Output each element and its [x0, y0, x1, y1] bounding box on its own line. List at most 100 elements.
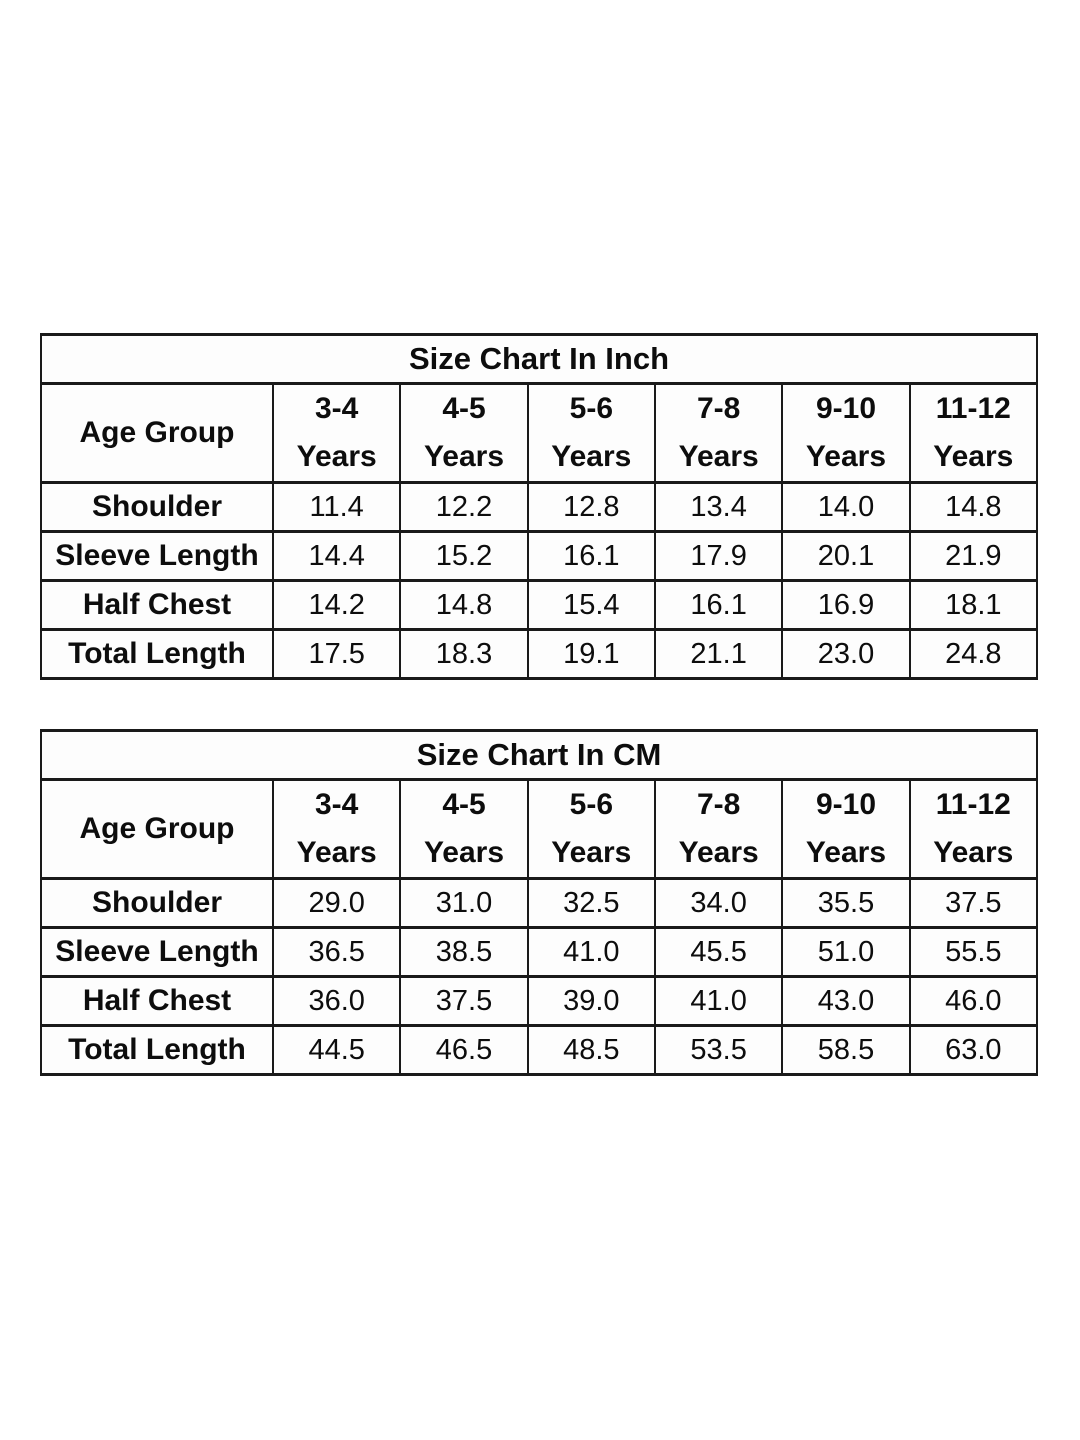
row-label: Sleeve Length	[40, 926, 274, 978]
row-label: Total Length	[40, 1024, 274, 1076]
age-unit: Years	[296, 440, 377, 473]
column-header: 5-6 Years	[526, 382, 656, 484]
age-range: 5-6	[569, 392, 613, 425]
value-cell: 36.5	[271, 926, 402, 978]
value-cell: 35.5	[781, 877, 911, 929]
column-header: 7-8 Years	[653, 778, 784, 880]
column-header: 9-10 Years	[781, 382, 911, 484]
value-cell: 20.1	[781, 530, 911, 582]
age-unit: Years	[933, 836, 1014, 869]
value-cell: 48.5	[526, 1024, 656, 1076]
value-cell: 29.0	[271, 877, 402, 929]
age-range: 4-5	[442, 392, 486, 425]
value-cell: 19.1	[526, 628, 656, 680]
value-cell: 11.4	[271, 481, 402, 533]
row-label: Shoulder	[40, 481, 274, 533]
table-row: Sleeve Length 14.4 15.2 16.1 17.9 20.1 2…	[40, 530, 1039, 582]
column-header: 3-4 Years	[271, 778, 402, 880]
value-cell: 43.0	[781, 975, 911, 1027]
value-cell: 24.8	[908, 628, 1039, 680]
age-unit: Years	[551, 440, 632, 473]
age-unit: Years	[551, 836, 632, 869]
column-header: 4-5 Years	[399, 778, 529, 880]
value-cell: 12.8	[526, 481, 656, 533]
row-label: Sleeve Length	[40, 530, 274, 582]
table-row: Shoulder 29.0 31.0 32.5 34.0 35.5 37.5	[40, 877, 1039, 929]
row-label: Half Chest	[40, 579, 274, 631]
tables-container: Size Chart In Inch Age Group 3-4 Years 4…	[40, 333, 1039, 1125]
table-row: Half Chest 36.0 37.5 39.0 41.0 43.0 46.0	[40, 975, 1039, 1027]
value-cell: 37.5	[908, 877, 1039, 929]
table-row: Size Chart In Inch	[40, 333, 1038, 385]
age-range: 7-8	[696, 392, 741, 425]
value-cell: 23.0	[781, 628, 911, 680]
size-chart-table-cm: Size Chart In CM Age Group 3-4 Years 4-5…	[40, 729, 1039, 1076]
table-title-inch: Size Chart In Inch	[40, 333, 1038, 385]
value-cell: 31.0	[399, 877, 529, 929]
age-range: 3-4	[314, 788, 359, 821]
age-unit: Years	[296, 836, 377, 869]
table-row: Size Chart In CM	[40, 729, 1038, 781]
value-cell: 41.0	[526, 926, 656, 978]
value-cell: 41.0	[653, 975, 784, 1027]
value-cell: 36.0	[271, 975, 402, 1027]
value-cell: 14.2	[271, 579, 402, 631]
age-group-header: Age Group	[40, 778, 274, 880]
column-header: 4-5 Years	[399, 382, 529, 484]
age-unit: Years	[678, 440, 759, 473]
value-cell: 17.5	[271, 628, 402, 680]
value-cell: 14.8	[908, 481, 1039, 533]
column-header: 5-6 Years	[526, 778, 656, 880]
row-label: Shoulder	[40, 877, 274, 929]
value-cell: 15.2	[399, 530, 529, 582]
value-cell: 16.1	[526, 530, 656, 582]
value-cell: 14.8	[399, 579, 529, 631]
table-row: Sleeve Length 36.5 38.5 41.0 45.5 51.0 5…	[40, 926, 1039, 978]
age-unit: Years	[678, 836, 759, 869]
value-cell: 39.0	[526, 975, 656, 1027]
age-range: 9-10	[815, 788, 876, 821]
value-cell: 37.5	[399, 975, 529, 1027]
column-header: 3-4 Years	[271, 382, 402, 484]
value-cell: 34.0	[653, 877, 784, 929]
value-cell: 32.5	[526, 877, 656, 929]
age-unit: Years	[805, 836, 887, 869]
value-cell: 16.1	[653, 579, 784, 631]
value-cell: 14.0	[781, 481, 911, 533]
age-range: 9-10	[815, 392, 876, 425]
column-header: 11-12 Years	[908, 778, 1039, 880]
value-cell: 55.5	[908, 926, 1039, 978]
value-cell: 18.3	[399, 628, 529, 680]
age-range: 7-8	[696, 788, 741, 821]
value-cell: 13.4	[653, 481, 784, 533]
value-cell: 53.5	[653, 1024, 784, 1076]
age-range: 4-5	[442, 788, 486, 821]
table-row: Total Length 44.5 46.5 48.5 53.5 58.5 63…	[40, 1024, 1039, 1076]
table-row: Age Group 3-4 Years 4-5 Years 5-6 Years	[40, 382, 1039, 484]
age-group-header: Age Group	[40, 382, 274, 484]
age-range: 5-6	[569, 788, 613, 821]
age-unit: Years	[423, 836, 505, 869]
value-cell: 38.5	[399, 926, 529, 978]
age-unit: Years	[423, 440, 505, 473]
age-unit: Years	[805, 440, 887, 473]
value-cell: 15.4	[526, 579, 656, 631]
row-label: Half Chest	[40, 975, 274, 1027]
value-cell: 21.1	[653, 628, 784, 680]
value-cell: 12.2	[399, 481, 529, 533]
column-header: 11-12 Years	[908, 382, 1039, 484]
age-range: 3-4	[314, 392, 359, 425]
value-cell: 63.0	[908, 1024, 1039, 1076]
age-range: 11-12	[935, 392, 1011, 425]
table-row: Total Length 17.5 18.3 19.1 21.1 23.0 24…	[40, 628, 1039, 680]
value-cell: 51.0	[781, 926, 911, 978]
table-row: Shoulder 11.4 12.2 12.8 13.4 14.0 14.8	[40, 481, 1039, 533]
column-header: 7-8 Years	[653, 382, 784, 484]
age-unit: Years	[933, 440, 1014, 473]
value-cell: 17.9	[653, 530, 784, 582]
table-title-cm: Size Chart In CM	[40, 729, 1038, 781]
value-cell: 18.1	[908, 579, 1039, 631]
value-cell: 16.9	[781, 579, 911, 631]
table-row: Half Chest 14.2 14.8 15.4 16.1 16.9 18.1	[40, 579, 1039, 631]
